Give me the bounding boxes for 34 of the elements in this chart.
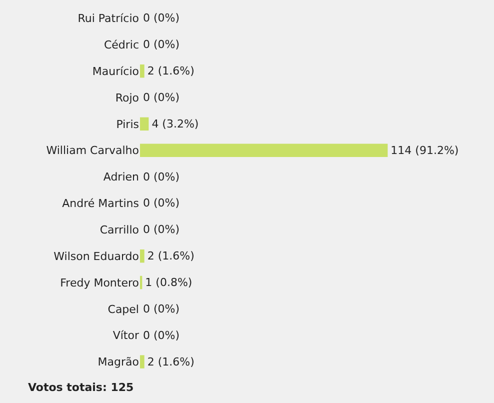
y-tick-label: Adrien xyxy=(103,170,140,184)
data-label: 4 (3.2%) xyxy=(152,117,199,130)
y-tick-label: William Carvalho xyxy=(46,144,140,158)
y-tick-label: Carrillo xyxy=(100,223,140,236)
data-label: 0 (0%) xyxy=(143,223,180,236)
bar xyxy=(140,64,144,78)
data-label: 2 (1.6%) xyxy=(147,355,194,368)
y-tick-label: Capel xyxy=(108,302,139,316)
y-tick-label: Rui Patrício xyxy=(78,12,140,26)
data-label: 0 (0%) xyxy=(143,38,180,52)
bar xyxy=(140,144,388,157)
bar xyxy=(140,355,144,368)
data-label: 0 (0%) xyxy=(143,170,180,184)
y-tick-label: Fredy Montero xyxy=(60,276,140,290)
y-tick-label: Rojo xyxy=(115,91,140,104)
y-tick-label: Vítor xyxy=(112,329,140,342)
y-tick-label: Cédric xyxy=(104,38,139,52)
y-tick-label: André Martins xyxy=(62,197,140,210)
bar xyxy=(140,117,149,131)
y-tick-label: Maurício xyxy=(92,64,140,78)
data-label: 1 (0.8%) xyxy=(145,276,192,289)
bar xyxy=(140,249,144,263)
data-label: 0 (0%) xyxy=(143,328,180,342)
data-label: 0 (0%) xyxy=(143,196,180,210)
text: Votos totais: 125 xyxy=(28,381,134,394)
data-label: 0 (0%) xyxy=(143,302,180,316)
data-label: 0 (0%) xyxy=(143,12,180,25)
data-label: 114 (91.2%) xyxy=(390,144,459,157)
y-tick-label: Piris xyxy=(116,118,140,131)
data-label: 2 (1.6%) xyxy=(147,250,194,263)
y-tick-label: Magrão xyxy=(98,356,140,369)
data-label: 2 (1.6%) xyxy=(147,64,194,78)
y-tick-label: Wilson Eduardo xyxy=(54,250,140,263)
data-label: 0 (0%) xyxy=(143,91,180,104)
